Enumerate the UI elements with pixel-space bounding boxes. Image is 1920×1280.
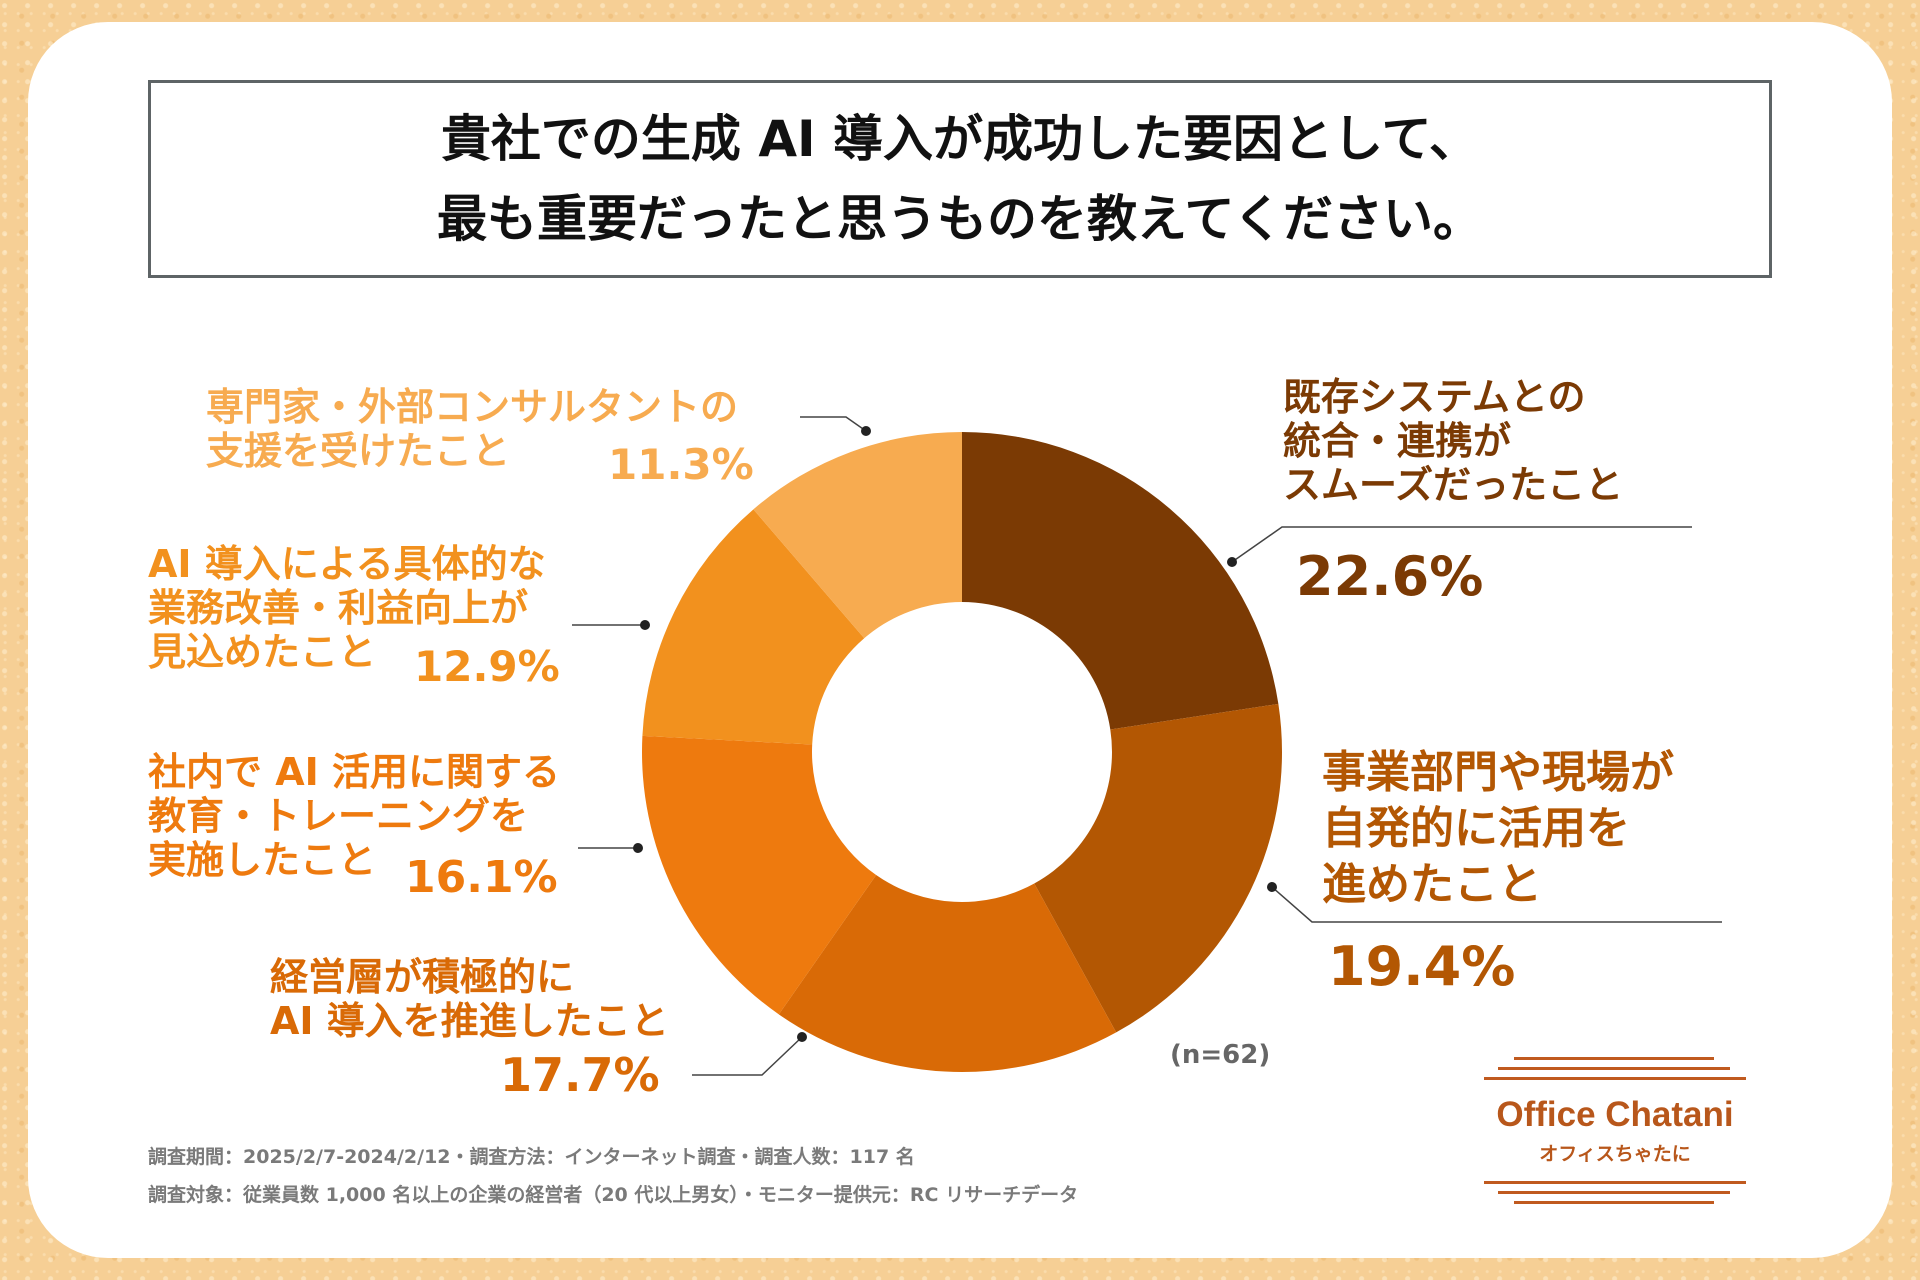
slice-label-1-line-2: 進めたこと bbox=[1322, 859, 1542, 910]
leader-dot-3 bbox=[633, 843, 643, 853]
leader-dot-4 bbox=[640, 620, 650, 630]
leader-dot-2 bbox=[797, 1032, 807, 1042]
donut-slice-2 bbox=[778, 874, 1117, 1072]
donut-slice-0 bbox=[962, 432, 1279, 730]
slice-label-2-line-1: AI 導入を推進したこと bbox=[270, 999, 669, 1043]
logo-line-bottom-3 bbox=[1514, 1201, 1714, 1204]
logo-line-top-1 bbox=[1514, 1057, 1714, 1060]
donut-slice-3 bbox=[642, 735, 877, 1015]
slice-label-1-line-0: 事業部門や現場が bbox=[1322, 747, 1674, 798]
logo-name: Office Chatani bbox=[1496, 1095, 1734, 1134]
leader-dot-5 bbox=[861, 426, 871, 436]
slice-label-4-line-1: 業務改善・利益向上が bbox=[148, 586, 529, 630]
slice-label-4: AI 導入による具体的な 業務改善・利益向上が 見込めたこと bbox=[148, 542, 546, 674]
slice-label-4-line-2: 見込めたこと bbox=[148, 630, 377, 674]
logo-line-bottom-2 bbox=[1498, 1191, 1730, 1194]
logo-line-bottom-1 bbox=[1484, 1181, 1746, 1184]
sample-size-label: (n=62) bbox=[1170, 1040, 1271, 1070]
slice-label-0-line-1: 統合・連携が bbox=[1283, 419, 1512, 463]
slice-label-3: 社内で AI 活用に関する 教育・トレーニングを 実施したこと bbox=[148, 750, 560, 882]
slice-value-2: 17.7% bbox=[500, 1048, 660, 1102]
slice-value-1: 19.4% bbox=[1328, 935, 1516, 998]
slice-label-2-line-0: 経営層が積極的に bbox=[270, 955, 575, 999]
slice-label-3-line-1: 教育・トレーニングを bbox=[148, 794, 529, 838]
slice-label-4-line-0: AI 導入による具体的な bbox=[148, 542, 546, 586]
leader-line-5 bbox=[800, 416, 867, 432]
leader-line-1 bbox=[1271, 886, 1722, 923]
slice-value-4: 12.9% bbox=[414, 642, 560, 691]
leader-dot-0 bbox=[1227, 557, 1237, 567]
slice-label-5-line-1: 支援を受けたこと bbox=[206, 429, 511, 473]
donut-slice-5 bbox=[753, 432, 962, 639]
question-title-box: 貴社での生成 AI 導入が成功した要因として、 最も重要だったと思うものを教えて… bbox=[148, 80, 1772, 278]
donut-slice-1 bbox=[1034, 703, 1282, 1033]
slice-label-5-line-0: 専門家・外部コンサルタントの bbox=[206, 385, 739, 429]
slice-label-2: 経営層が積極的に AI 導入を推進したこと bbox=[270, 955, 669, 1043]
slice-label-0-line-2: スムーズだったこと bbox=[1283, 463, 1624, 507]
survey-target-note: 調査対象：従業員数 1,000 名以上の企業の経営者（20 代以上男女）・モニタ… bbox=[148, 1184, 1079, 1206]
slice-label-0: 既存システムとの 統合・連携が スムーズだったこと bbox=[1283, 375, 1623, 507]
survey-period-note: 調査期間：2025/2/7-2024/2/12・調査方法：インターネット調査・調… bbox=[148, 1146, 915, 1168]
leader-line-0 bbox=[1231, 526, 1692, 563]
office-chatani-logo: Office Chatani オフィスちゃたに bbox=[1484, 1055, 1746, 1205]
slice-label-3-line-2: 実施したこと bbox=[148, 838, 377, 882]
donut-slice-4 bbox=[642, 509, 865, 745]
logo-subtitle: オフィスちゃたに bbox=[1539, 1143, 1691, 1165]
slice-label-1: 事業部門や現場が 自発的に活用を 進めたこと bbox=[1322, 745, 1674, 913]
leader-line-2 bbox=[692, 1036, 803, 1076]
slice-value-3: 16.1% bbox=[405, 852, 558, 903]
question-title-line-2: 最も重要だったと思うものを教えてください。 bbox=[437, 190, 1483, 248]
slice-label-0-line-0: 既存システムとの bbox=[1283, 375, 1586, 419]
logo-line-top-3 bbox=[1484, 1077, 1746, 1080]
slice-value-5: 11.3% bbox=[608, 440, 754, 489]
question-title-line-1: 貴社での生成 AI 導入が成功した要因として、 bbox=[440, 110, 1480, 168]
slice-value-0: 22.6% bbox=[1296, 545, 1484, 608]
slice-label-3-line-0: 社内で AI 活用に関する bbox=[148, 750, 561, 794]
slice-label-1-line-1: 自発的に活用を bbox=[1322, 803, 1630, 854]
slice-label-5: 専門家・外部コンサルタントの 支援を受けたこと bbox=[206, 385, 738, 473]
logo-line-top-2 bbox=[1498, 1067, 1730, 1070]
leader-dot-1 bbox=[1267, 882, 1277, 892]
